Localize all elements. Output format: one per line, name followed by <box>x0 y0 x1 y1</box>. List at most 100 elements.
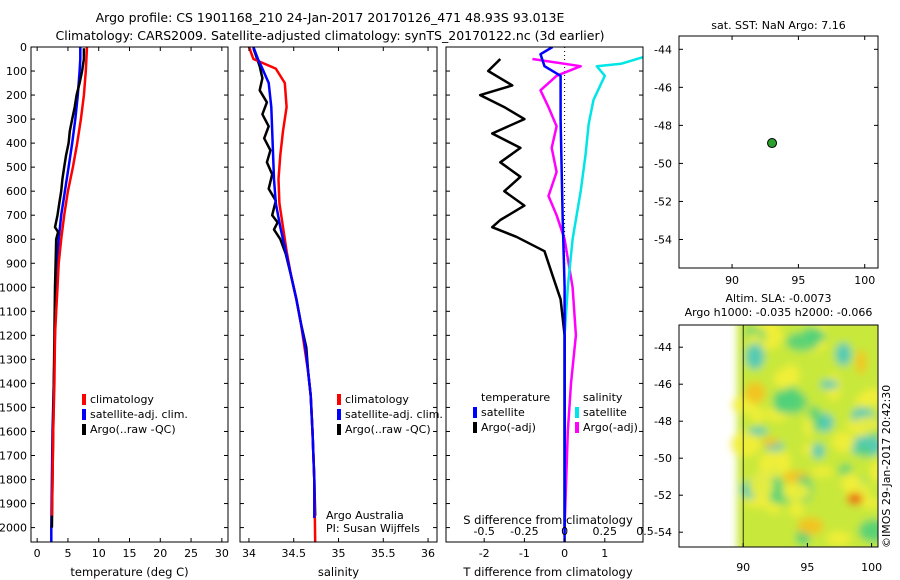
sla-blob <box>852 416 878 434</box>
sla-blob <box>731 431 761 457</box>
salinity-legend-0-label: climatology <box>345 393 409 406</box>
difference-legend-1-label: Argo(-adj) <box>481 421 536 434</box>
y-tick-label: -52 <box>654 195 672 208</box>
x-tick-label: 20 <box>153 547 167 560</box>
sla-field-blur <box>731 325 878 547</box>
sst-map-panel: sat. SST: NaN Argo: 7.16 -44 -46 -48 -50 -52 -… <box>654 19 879 287</box>
difference-line-3 <box>532 57 582 528</box>
y-tick-label: 1500 <box>0 401 27 414</box>
y-tick-label: -44 <box>654 341 672 354</box>
sla-blob <box>752 325 778 331</box>
y-tick-label: 300 <box>6 113 27 126</box>
x-tick-label: 0 <box>34 547 41 560</box>
sla-blob <box>811 443 825 459</box>
sla-blob <box>781 482 811 501</box>
x-tick-label: 90 <box>736 561 750 574</box>
sla-blob <box>779 451 791 472</box>
y-tick-label: 1800 <box>0 474 27 487</box>
temperature-legend-2-label: Argo(..raw -QC) <box>90 423 176 436</box>
pi-label: PI: Susan Wijffels <box>326 522 420 535</box>
temperature-line-0 <box>50 47 89 516</box>
temperature-xlabel: temperature (deg C) <box>70 565 188 579</box>
x-tick-label: -1 <box>519 547 530 560</box>
x-tick-label: 35.5 <box>371 547 396 560</box>
sla-blob <box>797 517 824 535</box>
sla-blob <box>826 531 852 546</box>
y-tick-label: 800 <box>6 233 27 246</box>
y-tick-label: 0 <box>20 41 27 54</box>
temperature-legend-1-swatch <box>82 409 86 420</box>
sla-blob <box>747 333 762 348</box>
plot-frame <box>239 46 438 543</box>
x2-tick-label: -0.25 <box>510 525 538 538</box>
sla-blob <box>773 369 797 389</box>
sla-blob <box>835 342 852 366</box>
y-tick-label: -50 <box>654 452 672 465</box>
sla-blob <box>803 416 814 437</box>
sla-blob <box>761 437 779 447</box>
y-tick-label: 1100 <box>0 305 27 318</box>
sla-blob <box>832 431 855 453</box>
sla-blob <box>869 460 878 483</box>
y-tick-label: 200 <box>6 89 27 102</box>
y-tick-label: -44 <box>654 43 672 56</box>
temperature-legend-2-swatch <box>82 424 86 435</box>
difference-legend-2-swatch <box>575 407 579 418</box>
sla-blob <box>747 427 768 436</box>
salinity-panel: 34 34.5 35 35.5 36 salinity climatology satelli… <box>239 46 443 579</box>
y-tick-label: 1600 <box>0 425 27 438</box>
sla-blob <box>857 445 870 457</box>
sla-blob-hot <box>846 492 863 505</box>
x2-tick-label: 0.5 <box>636 525 654 538</box>
x-tick-label: 35 <box>332 547 346 560</box>
y-tick-label: -52 <box>654 489 672 502</box>
legend-title-temperature: temperature <box>481 391 550 404</box>
difference-line-2 <box>563 55 643 528</box>
imos-watermark: ©IMOS 29-Jan-2017 20:42:30 <box>880 385 893 548</box>
legend-title-salinity: salinity <box>583 391 623 404</box>
sla-field <box>731 325 878 547</box>
difference-xlabel: T difference from climatology <box>462 565 633 579</box>
y-tick-label: -54 <box>654 233 672 246</box>
y-tick-label: -48 <box>654 415 672 428</box>
salinity-legend-2-label: Argo(..raw -QC) <box>345 423 431 436</box>
salinity-legend-2-swatch <box>337 424 341 435</box>
y-tick-label: 900 <box>6 257 27 270</box>
x-tick-label: 100 <box>861 561 882 574</box>
plot-frame <box>678 35 879 269</box>
difference-x2label: S difference from climatology <box>463 513 633 527</box>
x-tick-label: 1 <box>601 547 608 560</box>
x-tick-label: 30 <box>215 547 229 560</box>
sla-blob <box>858 519 878 543</box>
x-tick-label: 15 <box>123 547 137 560</box>
sla-blob <box>749 472 774 500</box>
difference-legend-1-swatch <box>473 422 477 433</box>
y-tick-label: 1300 <box>0 353 27 366</box>
sla-blob <box>789 501 804 517</box>
x-tick-label: 34 <box>242 547 256 560</box>
sla-title-line2: Argo h1000: -0.035 h2000: -0.066 <box>685 306 873 319</box>
sla-blob <box>856 349 867 375</box>
sla-blob <box>745 343 765 370</box>
sla-blob <box>749 406 766 423</box>
plot-frame <box>30 46 229 543</box>
x2-tick-label: 0 <box>561 525 568 538</box>
temperature-legend-0-label: climatology <box>90 393 154 406</box>
y-tick-label: 1400 <box>0 377 27 390</box>
y-tick-label: 600 <box>6 185 27 198</box>
y-tick-label: -50 <box>654 157 672 170</box>
y-tick-label: 2000 <box>0 522 27 535</box>
difference-legend-0-label: satellite <box>481 406 525 419</box>
sla-blob <box>773 389 808 415</box>
salinity-xlabel: salinity <box>318 565 359 579</box>
y-tick-label: -46 <box>654 378 672 391</box>
difference-legend-2-label: satellite <box>583 406 627 419</box>
temperature-legend-0-swatch <box>82 394 86 405</box>
x-tick-label: 95 <box>791 274 805 287</box>
y-tick-label: -48 <box>654 119 672 132</box>
sla-title-line1: Altim. SLA: -0.0073 <box>725 292 831 305</box>
y-tick-label: -54 <box>654 526 672 539</box>
y-tick-label: 1000 <box>0 281 27 294</box>
